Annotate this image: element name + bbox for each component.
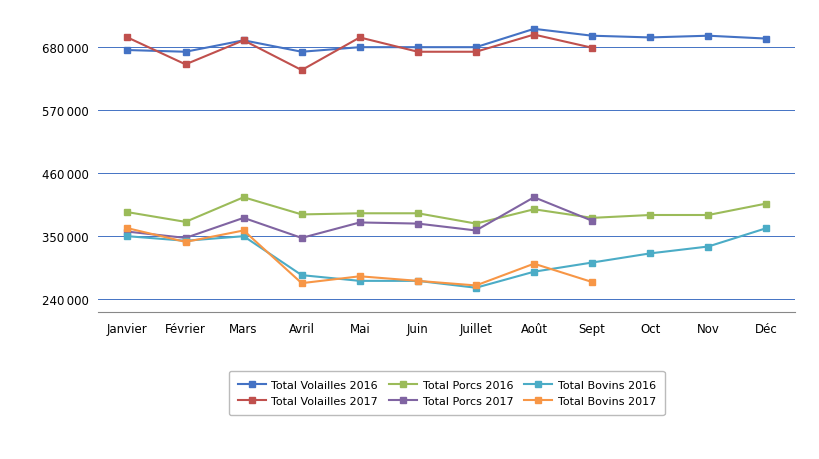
Total Bovins 2016 — [355, 279, 364, 284]
Total Porcs 2016 — [180, 220, 190, 225]
Total Volailles 2016 — [122, 48, 132, 54]
Total Volailles 2017 — [586, 46, 596, 51]
Total Bovins 2016 — [296, 273, 306, 278]
Total Bovins 2016 — [703, 244, 713, 250]
Total Bovins 2016 — [180, 239, 190, 244]
Line: Total Bovins 2016: Total Bovins 2016 — [124, 226, 768, 291]
Total Volailles 2017 — [528, 33, 538, 38]
Total Bovins 2017 — [180, 240, 190, 245]
Total Volailles 2017 — [470, 50, 480, 56]
Total Bovins 2017 — [122, 226, 132, 231]
Total Volailles 2017 — [413, 50, 423, 56]
Line: Total Volailles 2017: Total Volailles 2017 — [124, 33, 594, 74]
Total Volailles 2016 — [413, 45, 423, 51]
Total Bovins 2017 — [296, 281, 306, 286]
Total Porcs 2016 — [761, 202, 771, 207]
Total Porcs 2016 — [413, 211, 423, 217]
Total Volailles 2017 — [296, 68, 306, 74]
Total Volailles 2016 — [586, 34, 596, 39]
Line: Total Volailles 2016: Total Volailles 2016 — [124, 27, 768, 56]
Total Volailles 2017 — [355, 36, 364, 41]
Total Porcs 2016 — [703, 213, 713, 218]
Total Volailles 2016 — [528, 27, 538, 33]
Total Volailles 2016 — [296, 50, 306, 56]
Total Porcs 2016 — [586, 216, 596, 221]
Total Porcs 2017 — [238, 216, 248, 221]
Total Porcs 2016 — [355, 211, 364, 217]
Total Volailles 2016 — [703, 34, 713, 39]
Line: Total Porcs 2017: Total Porcs 2017 — [124, 195, 594, 241]
Total Volailles 2017 — [238, 39, 248, 44]
Total Bovins 2016 — [122, 234, 132, 240]
Total Volailles 2017 — [122, 36, 132, 41]
Total Porcs 2016 — [645, 213, 654, 218]
Line: Total Bovins 2017: Total Bovins 2017 — [124, 226, 594, 289]
Total Volailles 2016 — [355, 45, 364, 51]
Total Volailles 2016 — [645, 36, 654, 41]
Total Bovins 2017 — [413, 279, 423, 284]
Total Bovins 2017 — [355, 274, 364, 280]
Total Porcs 2017 — [296, 235, 306, 241]
Total Bovins 2016 — [528, 269, 538, 275]
Total Volailles 2016 — [761, 37, 771, 42]
Total Porcs 2017 — [470, 228, 480, 234]
Total Volailles 2016 — [470, 45, 480, 51]
Total Porcs 2016 — [470, 221, 480, 227]
Total Volailles 2017 — [180, 62, 190, 68]
Total Porcs 2016 — [528, 207, 538, 213]
Total Porcs 2017 — [586, 218, 596, 224]
Total Porcs 2016 — [238, 195, 248, 201]
Total Bovins 2016 — [586, 260, 596, 266]
Total Bovins 2017 — [470, 283, 480, 289]
Total Volailles 2016 — [238, 39, 248, 44]
Total Porcs 2017 — [528, 195, 538, 201]
Total Bovins 2016 — [413, 279, 423, 284]
Total Bovins 2017 — [586, 280, 596, 285]
Line: Total Porcs 2016: Total Porcs 2016 — [124, 195, 768, 227]
Total Porcs 2017 — [180, 235, 190, 241]
Total Bovins 2017 — [528, 261, 538, 267]
Legend: Total Volailles 2016, Total Volailles 2017, Total Porcs 2016, Total Porcs 2017, : Total Volailles 2016, Total Volailles 20… — [229, 371, 664, 415]
Total Porcs 2016 — [296, 212, 306, 218]
Total Porcs 2017 — [122, 230, 132, 235]
Total Porcs 2016 — [122, 210, 132, 215]
Total Bovins 2016 — [645, 251, 654, 257]
Total Bovins 2017 — [238, 228, 248, 234]
Total Bovins 2016 — [761, 226, 771, 231]
Total Porcs 2017 — [413, 221, 423, 227]
Total Porcs 2017 — [355, 220, 364, 226]
Total Bovins 2016 — [238, 234, 248, 240]
Total Volailles 2016 — [180, 50, 190, 56]
Total Bovins 2016 — [470, 285, 480, 291]
